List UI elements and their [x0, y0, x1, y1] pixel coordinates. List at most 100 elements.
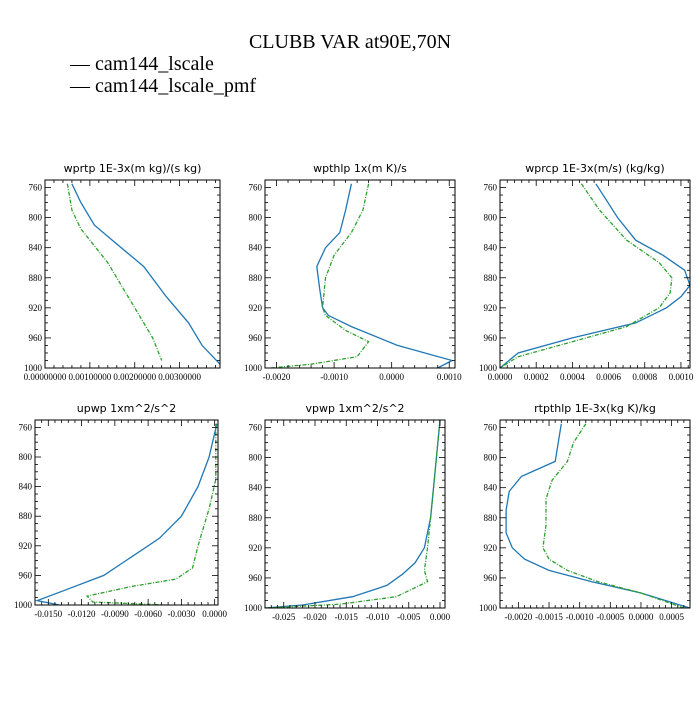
y-tick-label: 960	[19, 570, 33, 580]
y-tick-label: 920	[249, 543, 263, 553]
series-line-2	[500, 183, 673, 368]
panel-3: wprcp 1E-3x(m/s) (kg/kg) 760 800 840 880 920 9…	[479, 162, 694, 382]
x-tick-label: 0.0004	[560, 372, 585, 382]
y-tick-label: 800	[484, 213, 498, 223]
panel-5: vpwp 1xm^2/s^2 760 800 840 880 920 960 1000 -0.0…	[244, 402, 451, 622]
plot-frame	[499, 179, 691, 369]
panel-title: rtpthlp 1E-3x(kg K)/kg	[534, 402, 656, 415]
series-line-1	[71, 183, 220, 365]
x-tick-label: -0.0015	[535, 612, 563, 622]
plot-frame	[264, 419, 446, 609]
x-tick-label: 0.00300000	[158, 372, 201, 382]
y-tick-label: 840	[19, 482, 33, 492]
x-tick-label: 0.0010	[437, 372, 462, 382]
panel-6: rtpthlp 1E-3x(kg K)/kg 760 800 840 880 920 960…	[479, 402, 691, 622]
series-line-1	[35, 423, 218, 605]
x-tick-label: -0.0005	[596, 612, 624, 622]
x-tick-label: -0.0020	[263, 372, 291, 382]
series-line-2	[66, 183, 163, 361]
x-tick-label: -0.0010	[566, 612, 594, 622]
y-tick-label: 760	[249, 183, 263, 193]
y-tick-label: 800	[249, 213, 263, 223]
y-tick-label: 880	[484, 513, 498, 523]
x-tick-label: 0.0005	[659, 612, 684, 622]
y-tick-label: 880	[29, 273, 43, 283]
x-tick-label: -0.015	[335, 612, 359, 622]
x-tick-label: 0.0008	[632, 372, 657, 382]
x-tick-label: -0.0090	[101, 609, 129, 619]
y-tick-label: 760	[249, 423, 263, 433]
panel-title: wprtp 1E-3x(m kg)/(s kg)	[64, 162, 202, 175]
y-tick-label: 1000	[479, 603, 498, 613]
y-tick-label: 840	[484, 243, 498, 253]
y-tick-label: 760	[29, 183, 43, 193]
y-tick-label: 920	[484, 303, 498, 313]
y-tick-label: 760	[484, 423, 498, 433]
y-tick-label: 880	[249, 273, 263, 283]
y-tick-label: 960	[249, 573, 263, 583]
y-tick-label: 840	[484, 483, 498, 493]
plot-frame	[44, 179, 221, 369]
series-line-1	[265, 420, 441, 608]
x-tick-label: -0.025	[272, 612, 296, 622]
legend-entry-2: — cam144_lscale_pmf	[69, 75, 256, 97]
x-tick-label: 0.0002	[524, 372, 549, 382]
y-tick-label: 880	[249, 513, 263, 523]
x-tick-label: -0.020	[303, 612, 327, 622]
y-tick-label: 880	[19, 511, 33, 521]
y-tick-label: 1000	[24, 363, 43, 373]
x-tick-label: 0.00100000	[68, 372, 111, 382]
y-tick-label: 1000	[14, 600, 33, 610]
x-tick-label: -0.0120	[68, 609, 96, 619]
legend-entry-1: — cam144_lscale	[69, 53, 214, 75]
x-tick-label: 0.0010	[669, 372, 694, 382]
y-tick-label: 960	[484, 573, 498, 583]
series-line-2	[270, 183, 370, 368]
y-tick-label: 1000	[244, 363, 263, 373]
panel-2: wpthlp 1x(m K)/s 760 800 840 880 920 960 1000-0…	[244, 162, 462, 382]
y-tick-label: 760	[484, 183, 498, 193]
series-line-2	[265, 420, 441, 608]
x-tick-label: 0.0000	[488, 372, 513, 382]
x-tick-label: 0.0000	[202, 609, 227, 619]
figure-title: CLUBB VAR at90E,70N	[249, 31, 451, 53]
y-tick-label: 840	[29, 243, 43, 253]
x-tick-label: -0.0150	[34, 609, 62, 619]
y-tick-label: 960	[29, 333, 43, 343]
plot-frame	[499, 419, 691, 609]
panel-1: wprtp 1E-3x(m kg)/(s kg) 760 800 840 880 920 9…	[24, 162, 221, 382]
series-line-2	[542, 423, 685, 608]
y-tick-label: 880	[484, 273, 498, 283]
panel-title: wpthlp 1x(m K)/s	[313, 162, 407, 175]
series-line-2	[85, 423, 217, 605]
y-tick-label: 920	[484, 543, 498, 553]
x-tick-label: -0.010	[366, 612, 390, 622]
x-tick-label: 0.0000	[629, 612, 654, 622]
y-tick-label: 760	[19, 422, 33, 432]
x-tick-label: -0.0060	[134, 609, 162, 619]
x-tick-label: -0.0020	[505, 612, 533, 622]
y-tick-label: 920	[249, 303, 263, 313]
series-line-1	[505, 423, 690, 608]
y-tick-label: 840	[249, 243, 263, 253]
y-tick-label: 1000	[244, 603, 263, 613]
x-tick-label: 0.00000000	[24, 372, 67, 382]
y-tick-label: 840	[249, 483, 263, 493]
y-tick-label: 800	[249, 453, 263, 463]
plot-frame	[34, 419, 219, 606]
x-tick-label: -0.005	[397, 612, 421, 622]
x-tick-label: 0.0000	[379, 372, 404, 382]
plot-frame	[264, 179, 456, 369]
y-tick-label: 960	[249, 333, 263, 343]
x-tick-label: 0.000	[430, 612, 451, 622]
y-tick-label: 920	[29, 303, 43, 313]
panel-title: wprcp 1E-3x(m/s) (kg/kg)	[525, 162, 664, 175]
panels: wprtp 1E-3x(m kg)/(s kg) 760 800 840 880 920 9…	[14, 162, 694, 622]
panel-title: upwp 1xm^2/s^2	[77, 402, 177, 415]
y-tick-label: 800	[19, 452, 33, 462]
x-tick-label: -0.0030	[168, 609, 196, 619]
panel-title: vpwp 1xm^2/s^2	[305, 402, 404, 415]
panel-4: upwp 1xm^2/s^27608008408809209601000-0.0…	[14, 402, 228, 619]
